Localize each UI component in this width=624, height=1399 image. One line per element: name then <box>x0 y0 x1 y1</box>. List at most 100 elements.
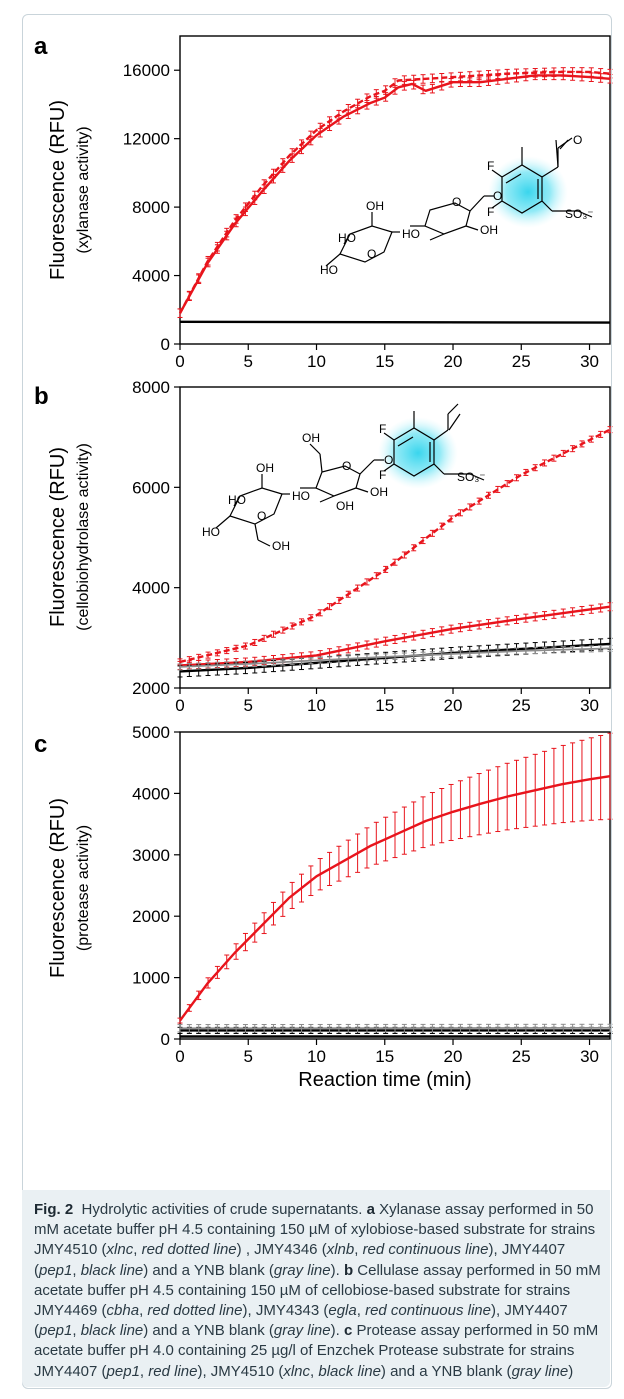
x-tick-label-a: 0 <box>175 352 184 371</box>
plot-frame-c <box>179 731 611 1040</box>
series-line-a-black <box>179 320 611 324</box>
series-line-b-red-continuous <box>179 605 611 667</box>
x-tick-label-b: 30 <box>580 696 599 715</box>
caption-c-text-1: Protease assay performed in 50 mM acetat… <box>34 1322 599 1380</box>
caption-b-text-3: ), JMY4407 ( <box>34 1302 568 1340</box>
mol-a-o-1: O <box>573 133 582 147</box>
molecule-b-labels: SO₃⁻ OH OH HO OH HO HO OH F F O O O OH <box>202 422 486 553</box>
molecule-a <box>325 137 593 267</box>
caption-b-text-4: ) and a YNB blank ( <box>143 1322 274 1340</box>
mol-a-ho-1: HO <box>402 227 420 241</box>
y-tick-label-a: 8000 <box>132 198 170 217</box>
y-tick-label-c: 4000 <box>132 784 170 803</box>
y-axis-label-c: Fluorescence (RFU) <box>47 798 69 978</box>
figure-frame <box>22 14 612 1389</box>
x-tick-label-a: 15 <box>375 352 394 371</box>
mol-b-ho-1: HO <box>292 489 310 503</box>
y-tick-label-c: 0 <box>161 1030 170 1049</box>
caption-b-text-1: Cellulase assay performed in 50 mM aceta… <box>34 1261 601 1320</box>
caption-background <box>22 1190 610 1387</box>
caption-b-text-5: ). <box>330 1322 340 1340</box>
caption-title: Hydrolytic activities of crude supernata… <box>81 1201 363 1218</box>
mol-b-oh-2: OH <box>370 485 388 499</box>
x-tick-label-a: 5 <box>244 352 253 371</box>
mol-a-so3: SO₃⁻ <box>565 207 594 221</box>
mol-b-oh-1: OH <box>302 431 320 445</box>
x-tick-label-c: 30 <box>580 1047 599 1066</box>
y-axis-sublabel-c: (protease activity) <box>75 825 92 951</box>
y-tick-label-a: 0 <box>161 335 170 354</box>
caption-a-label: a <box>366 1201 375 1218</box>
caption-b-line-3: black line <box>80 1322 144 1340</box>
y-tick-label-c: 2000 <box>132 907 170 926</box>
caption-a-strain-3: pep1 <box>39 1261 73 1279</box>
molecule-a-labels: SO₃⁻ HO OH HO OH HO F F O O O O <box>320 133 594 277</box>
mol-b-f-2: F <box>379 468 386 482</box>
mol-b-so3: SO₃⁻ <box>457 470 486 484</box>
x-tick-label-c: 15 <box>375 1047 394 1066</box>
x-tick-label-c: 0 <box>175 1047 184 1066</box>
caption-b-label: b <box>343 1261 354 1279</box>
caption-b-line-4: gray line <box>273 1322 331 1340</box>
mol-b-o-3: O <box>257 509 266 523</box>
series-line-c-red <box>179 775 611 1022</box>
caption-a-strain-1: xlnc <box>106 1241 134 1259</box>
mol-a-o-4: O <box>367 247 376 261</box>
y-tick-label-b: 8000 <box>132 378 170 397</box>
x-tick-label-b: 15 <box>375 696 394 715</box>
x-tick-label-a: 25 <box>512 352 531 371</box>
caption-c-strain-2: xlnc <box>283 1362 311 1380</box>
x-tick-label-c: 10 <box>307 1047 326 1066</box>
mol-a-f-2: F <box>487 205 494 219</box>
y-tick-label-b: 6000 <box>132 478 170 497</box>
caption-a-text-3: ), JMY4407 ( <box>34 1241 566 1279</box>
plot-frame-b <box>179 386 611 689</box>
x-tick-label-c: 5 <box>244 1047 253 1066</box>
x-tick-label-a: 20 <box>444 352 463 371</box>
x-tick-label-c: 25 <box>512 1047 531 1066</box>
mol-b-ho-3: HO <box>202 525 220 539</box>
x-tick-label-b: 25 <box>512 696 531 715</box>
caption-b-text-2: ), JMY4343 ( <box>242 1302 329 1320</box>
mol-b-ho-2: HO <box>228 493 246 507</box>
y-axis-label-a: Fluorescence (RFU) <box>47 100 69 280</box>
series-line-b-red-dotted <box>179 428 611 664</box>
caption-b-line-1: red dotted line <box>147 1302 243 1320</box>
caption-a-text-4: ) and a YNB blank ( <box>143 1261 274 1279</box>
x-tick-label-b: 5 <box>244 696 253 715</box>
mol-b-oh-4: OH <box>272 539 290 553</box>
y-tick-label-b: 2000 <box>132 679 170 698</box>
mol-a-oh-1: OH <box>480 223 498 237</box>
x-tick-label-b: 20 <box>444 696 463 715</box>
caption-c-line-1: red line <box>148 1362 198 1380</box>
mol-a-oh-2: OH <box>366 199 384 213</box>
mol-b-o-1: O <box>384 453 393 467</box>
mol-a-f-1: F <box>487 159 494 173</box>
mol-a-ho-2: HO <box>320 263 338 277</box>
mol-a-o-2: O <box>493 189 502 203</box>
caption-a-text-5: ). <box>330 1261 340 1279</box>
y-axis-sublabel-b: (cellobiohydrolase activity) <box>75 443 92 631</box>
panel-label-b: b <box>34 383 49 410</box>
caption-a-line-3: black line <box>80 1261 144 1279</box>
mol-b-oh-5: OH <box>336 499 354 513</box>
series-line-a-red-dotted <box>178 70 611 314</box>
y-tick-label-a: 16000 <box>123 61 170 80</box>
y-tick-label-c: 3000 <box>132 846 170 865</box>
y-tick-label-a: 4000 <box>132 267 170 286</box>
panel-label-c: c <box>34 731 47 758</box>
y-tick-label-c: 1000 <box>132 969 170 988</box>
mol-a-ho-3: HO <box>338 231 356 245</box>
mol-a-o-3: O <box>452 195 461 209</box>
series-line-b-gray <box>179 647 611 668</box>
y-tick-label-a: 12000 <box>123 130 170 149</box>
x-tick-label-b: 10 <box>307 696 326 715</box>
caption-c-text-4: ) <box>568 1362 574 1380</box>
caption-a-strain-2: xlnb <box>326 1241 355 1259</box>
caption-c-strain-1: pep1 <box>106 1362 140 1380</box>
series-line-b-black <box>179 642 611 673</box>
fluorophore-glow-b <box>378 417 458 489</box>
panel-label-a: a <box>34 33 48 60</box>
